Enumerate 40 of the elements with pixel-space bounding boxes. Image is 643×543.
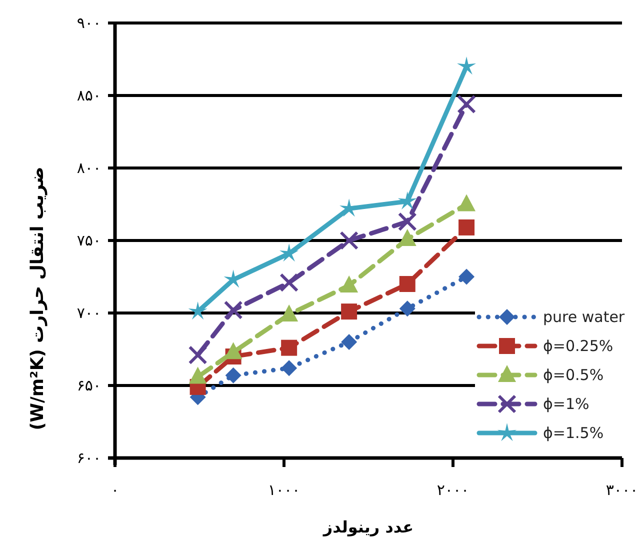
x-axis-title: عدد رینولدز: [322, 518, 414, 536]
legend-label: ϕ=0.5%: [543, 366, 604, 384]
point: [458, 219, 475, 236]
y-tick-label: ۹۰۰: [76, 14, 101, 32]
y-tick-label: ۸۰۰: [76, 159, 101, 177]
point: [340, 231, 359, 250]
legend-label: ϕ=1%: [543, 395, 590, 413]
y-tick-label: ۶۰۰: [76, 449, 101, 467]
point: [399, 300, 416, 317]
point: [457, 94, 476, 114]
point: [458, 268, 475, 285]
point: [457, 56, 476, 75]
legend-label: ϕ=1.5%: [543, 424, 604, 442]
x-tick-label: ۰: [110, 481, 120, 499]
point: [341, 304, 358, 320]
point: [398, 191, 417, 210]
x-tick-label: ۲۰۰۰: [436, 481, 470, 499]
y-axis-title: ضریب انتقال حرارت (W/m²K): [28, 166, 48, 430]
point: [281, 360, 298, 376]
point: [280, 273, 299, 292]
point: [341, 334, 358, 350]
point: [399, 276, 416, 292]
point: [225, 367, 242, 384]
point: [188, 346, 208, 365]
point: [458, 194, 476, 212]
y-tick-label: ۶۵۰: [76, 376, 101, 394]
point: [340, 275, 358, 292]
point: [398, 212, 417, 232]
point: [280, 244, 299, 262]
x-tick-label: ۱۰۰۰: [268, 481, 300, 499]
y-tick-label: ۷۵۰: [76, 232, 101, 250]
legend-label: pure water: [543, 308, 626, 326]
x-tick-label: ۳۰۰۰: [606, 481, 638, 499]
y-tick-label: ۷۰۰: [76, 304, 101, 322]
point: [224, 300, 243, 320]
legend-label: ϕ=0.25%: [543, 337, 614, 355]
point: [281, 340, 298, 356]
y-tick-label: ۸۵۰: [76, 86, 101, 104]
point: [188, 366, 207, 384]
point: [188, 302, 208, 320]
